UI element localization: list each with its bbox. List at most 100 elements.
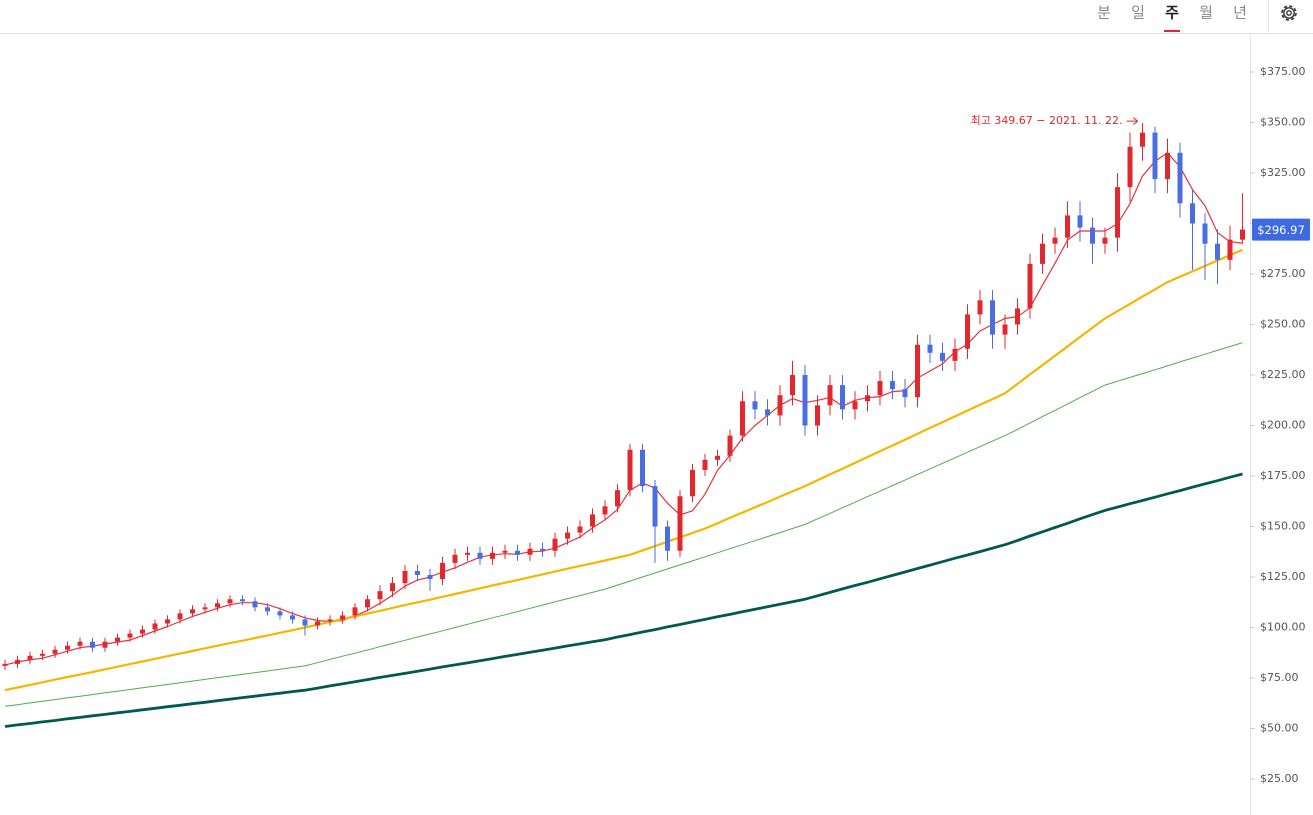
y-tick-label: $200.00 [1260,419,1306,432]
candle-body [765,409,770,416]
moving-average-line [4,152,1243,666]
moving-average-line [4,248,1243,692]
candle-body [1065,215,1070,238]
candle-body [65,645,70,650]
candle-body [90,641,95,648]
candle-body [1165,152,1170,180]
y-tick-label: $375.00 [1260,65,1306,78]
candle-body [415,570,420,576]
gear-outer [1281,5,1297,21]
candle-body [1052,237,1058,244]
candle-body [777,395,783,416]
candle-body [977,300,983,315]
candle-body [277,611,283,616]
last-price-label: $296.97 [1257,223,1305,237]
candle-body [577,526,583,533]
y-tick-label: $100.00 [1260,621,1306,634]
candle-body [1152,132,1158,180]
settings-button[interactable] [1281,5,1297,21]
candle-body [240,599,245,602]
active-tab-indicator [1164,30,1180,32]
interval-tab[interactable]: 월 [1199,4,1213,22]
candle-body [627,449,633,491]
candle-body [1102,237,1108,244]
candle-body [1015,308,1020,325]
candle-body [1115,187,1120,238]
candle-body [940,352,945,361]
candle-body [152,623,158,630]
candle-body [1002,324,1008,335]
candle-body [815,405,820,426]
candle-body [1090,227,1095,244]
candle-body [377,591,383,600]
interval-tab[interactable]: 년 [1233,4,1247,22]
candle-body [177,613,183,620]
candle-body [1190,203,1195,224]
candle-body [440,562,445,580]
y-tick-label: $250.00 [1260,318,1306,331]
candle-body [315,621,320,626]
candle-body [15,659,20,664]
moving-average-line [4,342,1243,707]
candle-body [727,435,733,456]
y-tick-label: $150.00 [1260,520,1306,533]
candle-body [390,583,395,592]
candle-body [890,381,895,390]
candle-body [77,641,83,646]
candle-body [865,395,870,402]
candle-body [402,570,408,584]
candle-body [915,344,920,398]
interval-tab[interactable]: 주 [1165,4,1179,22]
candle-body [965,314,970,349]
y-tick-label: $25.00 [1260,772,1299,785]
candle-body [40,653,45,656]
candle-body [715,455,720,460]
y-tick-label: $50.00 [1260,722,1299,735]
candle-body [302,619,308,626]
candle-body [165,619,170,624]
candle-body [52,649,58,654]
y-tick-label: $350.00 [1260,115,1306,128]
candle-body [640,449,645,487]
candle-body [1040,243,1045,264]
y-tick-label: $125.00 [1260,570,1306,583]
candle-body [140,629,145,634]
candle-body [1202,223,1208,244]
candle-body [702,459,708,470]
candle-body [365,599,370,608]
candle-body [452,554,458,563]
candle-body [1140,132,1145,147]
candle-body [327,619,333,622]
candle-body [1227,239,1233,260]
candle-body [927,344,933,353]
candle-body [590,514,595,527]
gear-ring [1283,7,1295,19]
candle-body [802,375,808,426]
gear-center [1286,10,1292,16]
candle-body [1240,229,1245,240]
candle-body [1077,215,1083,228]
candle-body [790,375,795,396]
candle-body [1177,152,1183,204]
candle-body [827,385,833,406]
candle-body [752,401,758,410]
moving-average-line [4,472,1243,728]
candle-body [190,609,195,614]
candle-body [665,526,670,551]
candle-body [877,381,883,396]
last-price-tag [1252,218,1310,241]
candle-body [852,401,858,410]
candle-body [652,486,658,527]
candle-body [602,506,608,515]
candle-body [527,548,533,555]
interval-tab[interactable]: 일 [1131,4,1145,22]
candle-body [127,633,133,638]
plot-area: $25.00 $50.00 $75.00 $100.00 $125.00 $150.00 $… [2,65,1310,785]
candle-body [690,469,695,497]
candle-body [552,538,558,551]
candle-body [902,389,908,398]
candle-body [565,532,570,539]
interval-tab[interactable]: 분 [1097,4,1111,22]
